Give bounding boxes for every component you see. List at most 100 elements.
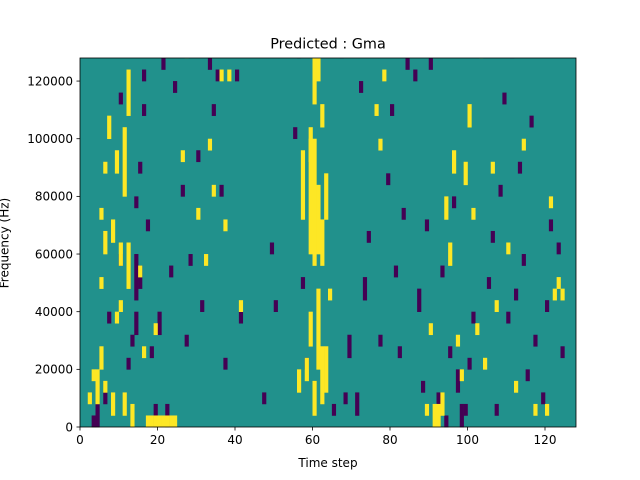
- heatmap-cell-high: [130, 403, 135, 428]
- heatmap-cell-low: [424, 219, 430, 232]
- heatmap-cell-high: [165, 415, 170, 428]
- heatmap-cell-low: [207, 58, 213, 70]
- heatmap-cell-low: [494, 403, 499, 416]
- plot-frame: [79, 57, 577, 428]
- heatmap-cell-low: [413, 69, 418, 82]
- heatmap-cell-high: [95, 369, 100, 405]
- heatmap-cell-low: [506, 311, 511, 324]
- heatmap-cell-low: [223, 357, 228, 370]
- heatmap-cell-low: [467, 357, 472, 370]
- heatmap-cell-high: [440, 392, 445, 416]
- heatmap-cell-high: [304, 357, 309, 382]
- heatmap-cell-low: [541, 392, 546, 405]
- heatmap-cell-low: [517, 161, 523, 174]
- x-tick-label: 80: [382, 433, 397, 447]
- heatmap-cell-high: [223, 219, 228, 232]
- heatmap-cell-low: [452, 196, 457, 209]
- heatmap-cell-high: [157, 415, 162, 428]
- y-tick-label: 120000: [27, 74, 73, 88]
- heatmap-cell-high: [114, 311, 120, 324]
- heatmap-cell-high: [103, 161, 108, 174]
- heatmap-cell-low: [355, 392, 360, 416]
- heatmap-cell-high: [316, 184, 321, 255]
- heatmap-cell-high: [122, 127, 127, 197]
- heatmap-cell-high: [320, 346, 325, 405]
- x-tick-label: 40: [227, 433, 242, 447]
- x-tick-label: 20: [150, 433, 165, 447]
- heatmap-cell-high: [483, 357, 488, 370]
- heatmap-cell-high: [444, 196, 449, 220]
- heatmap-cell-high: [463, 161, 468, 186]
- heatmap-cell-high: [374, 104, 379, 116]
- heatmap-cell-low: [134, 254, 139, 301]
- heatmap-cell-low: [343, 392, 348, 405]
- heatmap-cell-high: [467, 104, 472, 128]
- heatmap-cell-high: [149, 415, 154, 428]
- heatmap-cell-low: [436, 392, 441, 405]
- heatmap-cell-high: [514, 380, 519, 393]
- heatmap-cell-high: [459, 369, 464, 382]
- heatmap-cell-high: [138, 265, 143, 278]
- heatmap-cell-high: [378, 138, 383, 151]
- heatmap-cell-high: [118, 242, 123, 266]
- heatmap-cell-low: [196, 150, 201, 163]
- heatmap-cell-high: [87, 392, 92, 405]
- heatmap-cell-low: [502, 92, 507, 105]
- heatmap-cell-high: [297, 369, 302, 393]
- heatmap-cell-low: [386, 173, 391, 186]
- heatmap-cell-high: [153, 415, 158, 428]
- heatmap-cell-high: [312, 138, 317, 266]
- heatmap-cell-high: [560, 288, 565, 301]
- y-tick-label: 40000: [35, 305, 73, 319]
- heatmap-cell-low: [359, 81, 364, 93]
- heatmap-cell-low: [444, 415, 449, 428]
- heatmap-cell-low: [262, 392, 267, 405]
- x-axis: 0 20 40 60 80 100 120: [76, 427, 556, 447]
- heatmap-cell-low: [269, 242, 275, 255]
- heatmap-cell-low: [138, 161, 143, 174]
- heatmap-cell-high: [153, 323, 158, 336]
- heatmap-cell-low: [95, 403, 100, 428]
- heatmap-cell-low: [525, 369, 530, 382]
- heatmap-cell-high: [126, 242, 131, 289]
- heatmap-cell-low: [548, 219, 554, 232]
- heatmap-cell-high: [308, 127, 313, 163]
- heatmap-cell-high: [103, 380, 108, 393]
- heatmap-cell-high: [471, 207, 476, 220]
- y-tick-label: 60000: [35, 247, 73, 261]
- heatmap-cell-low: [428, 58, 433, 70]
- heatmap-cell-high: [142, 346, 147, 359]
- heatmap-cell-high: [99, 277, 104, 289]
- heatmap-cell-low: [401, 207, 406, 220]
- heatmap-cell-high: [118, 300, 123, 312]
- heatmap-cell-high: [328, 288, 333, 301]
- y-tick-label: 0: [65, 420, 73, 434]
- heatmap-cell-low: [211, 104, 216, 116]
- heatmap-cell-high: [145, 415, 151, 428]
- heatmap-cell-high: [548, 196, 554, 209]
- y-axis-label: Frequency (Hz): [0, 198, 12, 289]
- heatmap-cell-high: [552, 288, 557, 301]
- heatmap-cell-high: [324, 173, 329, 220]
- heatmap-cell-low: [134, 311, 139, 336]
- heatmap-cell-high: [173, 415, 178, 428]
- heatmap-cell-high: [521, 138, 526, 151]
- heatmap-cell-low: [347, 334, 352, 359]
- heatmap-cell-low: [173, 81, 178, 93]
- heatmap-cell-high: [382, 69, 387, 82]
- heatmap-cell-high: [424, 403, 430, 416]
- heatmap-cell-high: [308, 311, 313, 347]
- heatmap-cell-low: [142, 104, 147, 116]
- heatmap-cell-low: [91, 415, 96, 428]
- heatmap-cell-low: [545, 300, 550, 312]
- heatmap-cell-high: [219, 69, 224, 82]
- heatmap-cell-high: [432, 403, 437, 428]
- heatmap-cell-high: [180, 150, 185, 163]
- x-tick-label: 60: [305, 433, 320, 447]
- heatmap-cell-low: [390, 104, 395, 116]
- heatmap-cell-low: [366, 230, 371, 243]
- heatmap-cell-high: [204, 254, 209, 266]
- heatmap-cell-high: [475, 323, 480, 336]
- heatmap-cell-low: [378, 334, 383, 347]
- heatmap-cell-low: [560, 346, 565, 359]
